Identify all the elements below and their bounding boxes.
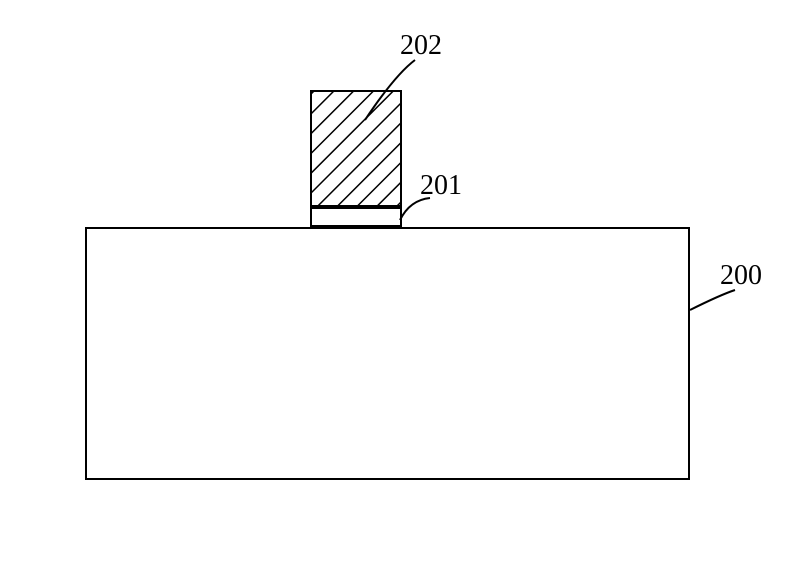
leader-200 xyxy=(690,290,735,310)
label-202: 202 xyxy=(400,30,442,62)
label-201: 201 xyxy=(420,170,462,202)
thin-layer-201 xyxy=(310,207,402,227)
substrate-200 xyxy=(85,227,690,480)
hatched-block-202 xyxy=(310,90,402,207)
diagram-container: 202 201 200 xyxy=(0,0,804,564)
label-200: 200 xyxy=(720,260,762,292)
hatch-pattern-svg xyxy=(312,92,400,205)
